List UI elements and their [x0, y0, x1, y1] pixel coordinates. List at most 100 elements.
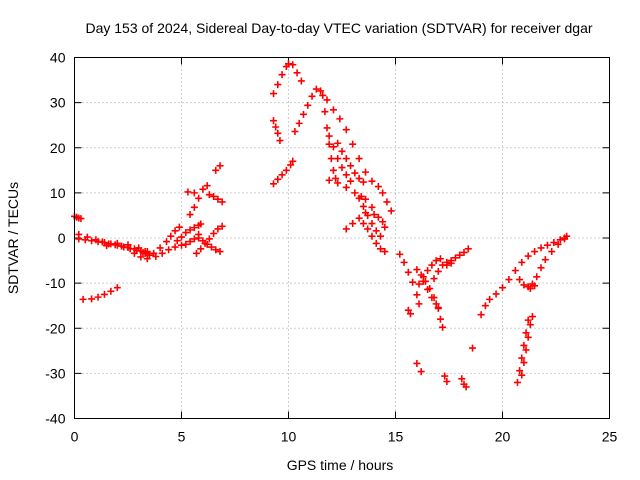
data-point — [434, 303, 442, 311]
data-point — [505, 276, 513, 284]
data-point — [537, 264, 545, 272]
y-tick-label: -30 — [45, 365, 65, 381]
y-tick-label: 30 — [50, 95, 66, 111]
data-point — [522, 346, 530, 354]
data-point — [368, 203, 376, 211]
data-point — [163, 238, 171, 246]
data-point — [432, 300, 440, 308]
data-point — [428, 261, 436, 269]
data-point — [368, 177, 376, 185]
data-point — [182, 229, 190, 237]
data-point — [83, 233, 91, 241]
data-point — [145, 251, 153, 259]
data-point — [113, 284, 121, 292]
data-point — [184, 188, 192, 196]
data-point — [171, 243, 179, 251]
data-point — [278, 71, 286, 79]
data-point — [107, 287, 115, 295]
data-point — [531, 248, 539, 256]
data-point — [325, 140, 333, 148]
data-point — [428, 294, 436, 302]
data-point — [355, 174, 363, 182]
data-point — [218, 222, 226, 230]
data-point — [342, 225, 350, 233]
data-point — [481, 302, 489, 310]
data-point — [173, 237, 181, 245]
data-point — [190, 235, 198, 243]
data-point — [291, 128, 299, 136]
data-point — [216, 162, 224, 170]
data-point — [197, 245, 205, 253]
data-point — [329, 143, 337, 151]
x-tick-label: 10 — [281, 429, 297, 445]
data-point — [349, 220, 357, 228]
data-point — [205, 235, 213, 243]
y-tick-label: 20 — [50, 140, 66, 156]
data-point — [524, 333, 532, 341]
data-point — [199, 185, 207, 193]
data-point — [451, 254, 459, 262]
data-point — [325, 132, 333, 140]
data-point — [413, 359, 421, 367]
data-point — [334, 139, 342, 147]
data-point — [178, 233, 185, 241]
data-point — [379, 189, 387, 197]
data-point — [150, 249, 158, 257]
data-point — [98, 238, 106, 246]
data-point — [533, 273, 541, 281]
data-point — [192, 249, 200, 257]
data-point — [276, 137, 284, 145]
data-point — [135, 244, 143, 252]
data-point — [321, 108, 329, 116]
data-point — [299, 110, 307, 118]
data-point — [520, 359, 528, 367]
data-point — [436, 255, 444, 263]
data-point — [362, 195, 370, 203]
data-point — [186, 211, 194, 219]
data-point — [329, 166, 337, 174]
data-point — [167, 232, 175, 240]
data-point — [332, 174, 340, 182]
data-point — [518, 371, 526, 379]
data-point — [443, 261, 451, 269]
data-point — [351, 189, 359, 197]
y-tick-label: 10 — [50, 185, 66, 201]
data-point — [548, 248, 556, 256]
data-point — [197, 220, 205, 228]
data-point — [439, 323, 447, 331]
data-point — [297, 77, 305, 85]
data-point — [317, 87, 325, 95]
data-point — [100, 290, 108, 298]
data-point — [447, 257, 455, 265]
data-point — [419, 277, 427, 285]
data-point — [272, 123, 280, 131]
data-point — [210, 192, 218, 200]
data-point — [124, 241, 132, 249]
data-point — [323, 124, 331, 132]
plot-frame — [74, 57, 610, 419]
data-point — [325, 176, 333, 184]
data-point — [520, 341, 528, 349]
data-point — [563, 232, 571, 240]
data-point — [424, 285, 432, 293]
data-point — [370, 211, 378, 219]
data-point — [342, 126, 350, 134]
data-point — [323, 96, 331, 104]
data-point — [492, 290, 500, 298]
data-point — [406, 310, 414, 318]
data-point — [379, 218, 387, 226]
data-point — [372, 239, 380, 247]
data-point — [400, 258, 408, 266]
data-point — [516, 367, 524, 375]
data-point — [430, 275, 438, 283]
data-point — [88, 295, 96, 303]
data-point — [190, 189, 198, 197]
data-point — [413, 266, 421, 274]
data-point — [171, 227, 179, 235]
y-tick-label: -20 — [45, 320, 65, 336]
data-point — [210, 229, 218, 237]
data-point — [415, 280, 423, 288]
data-point — [205, 191, 213, 199]
data-point — [186, 226, 194, 234]
data-point — [195, 194, 203, 202]
